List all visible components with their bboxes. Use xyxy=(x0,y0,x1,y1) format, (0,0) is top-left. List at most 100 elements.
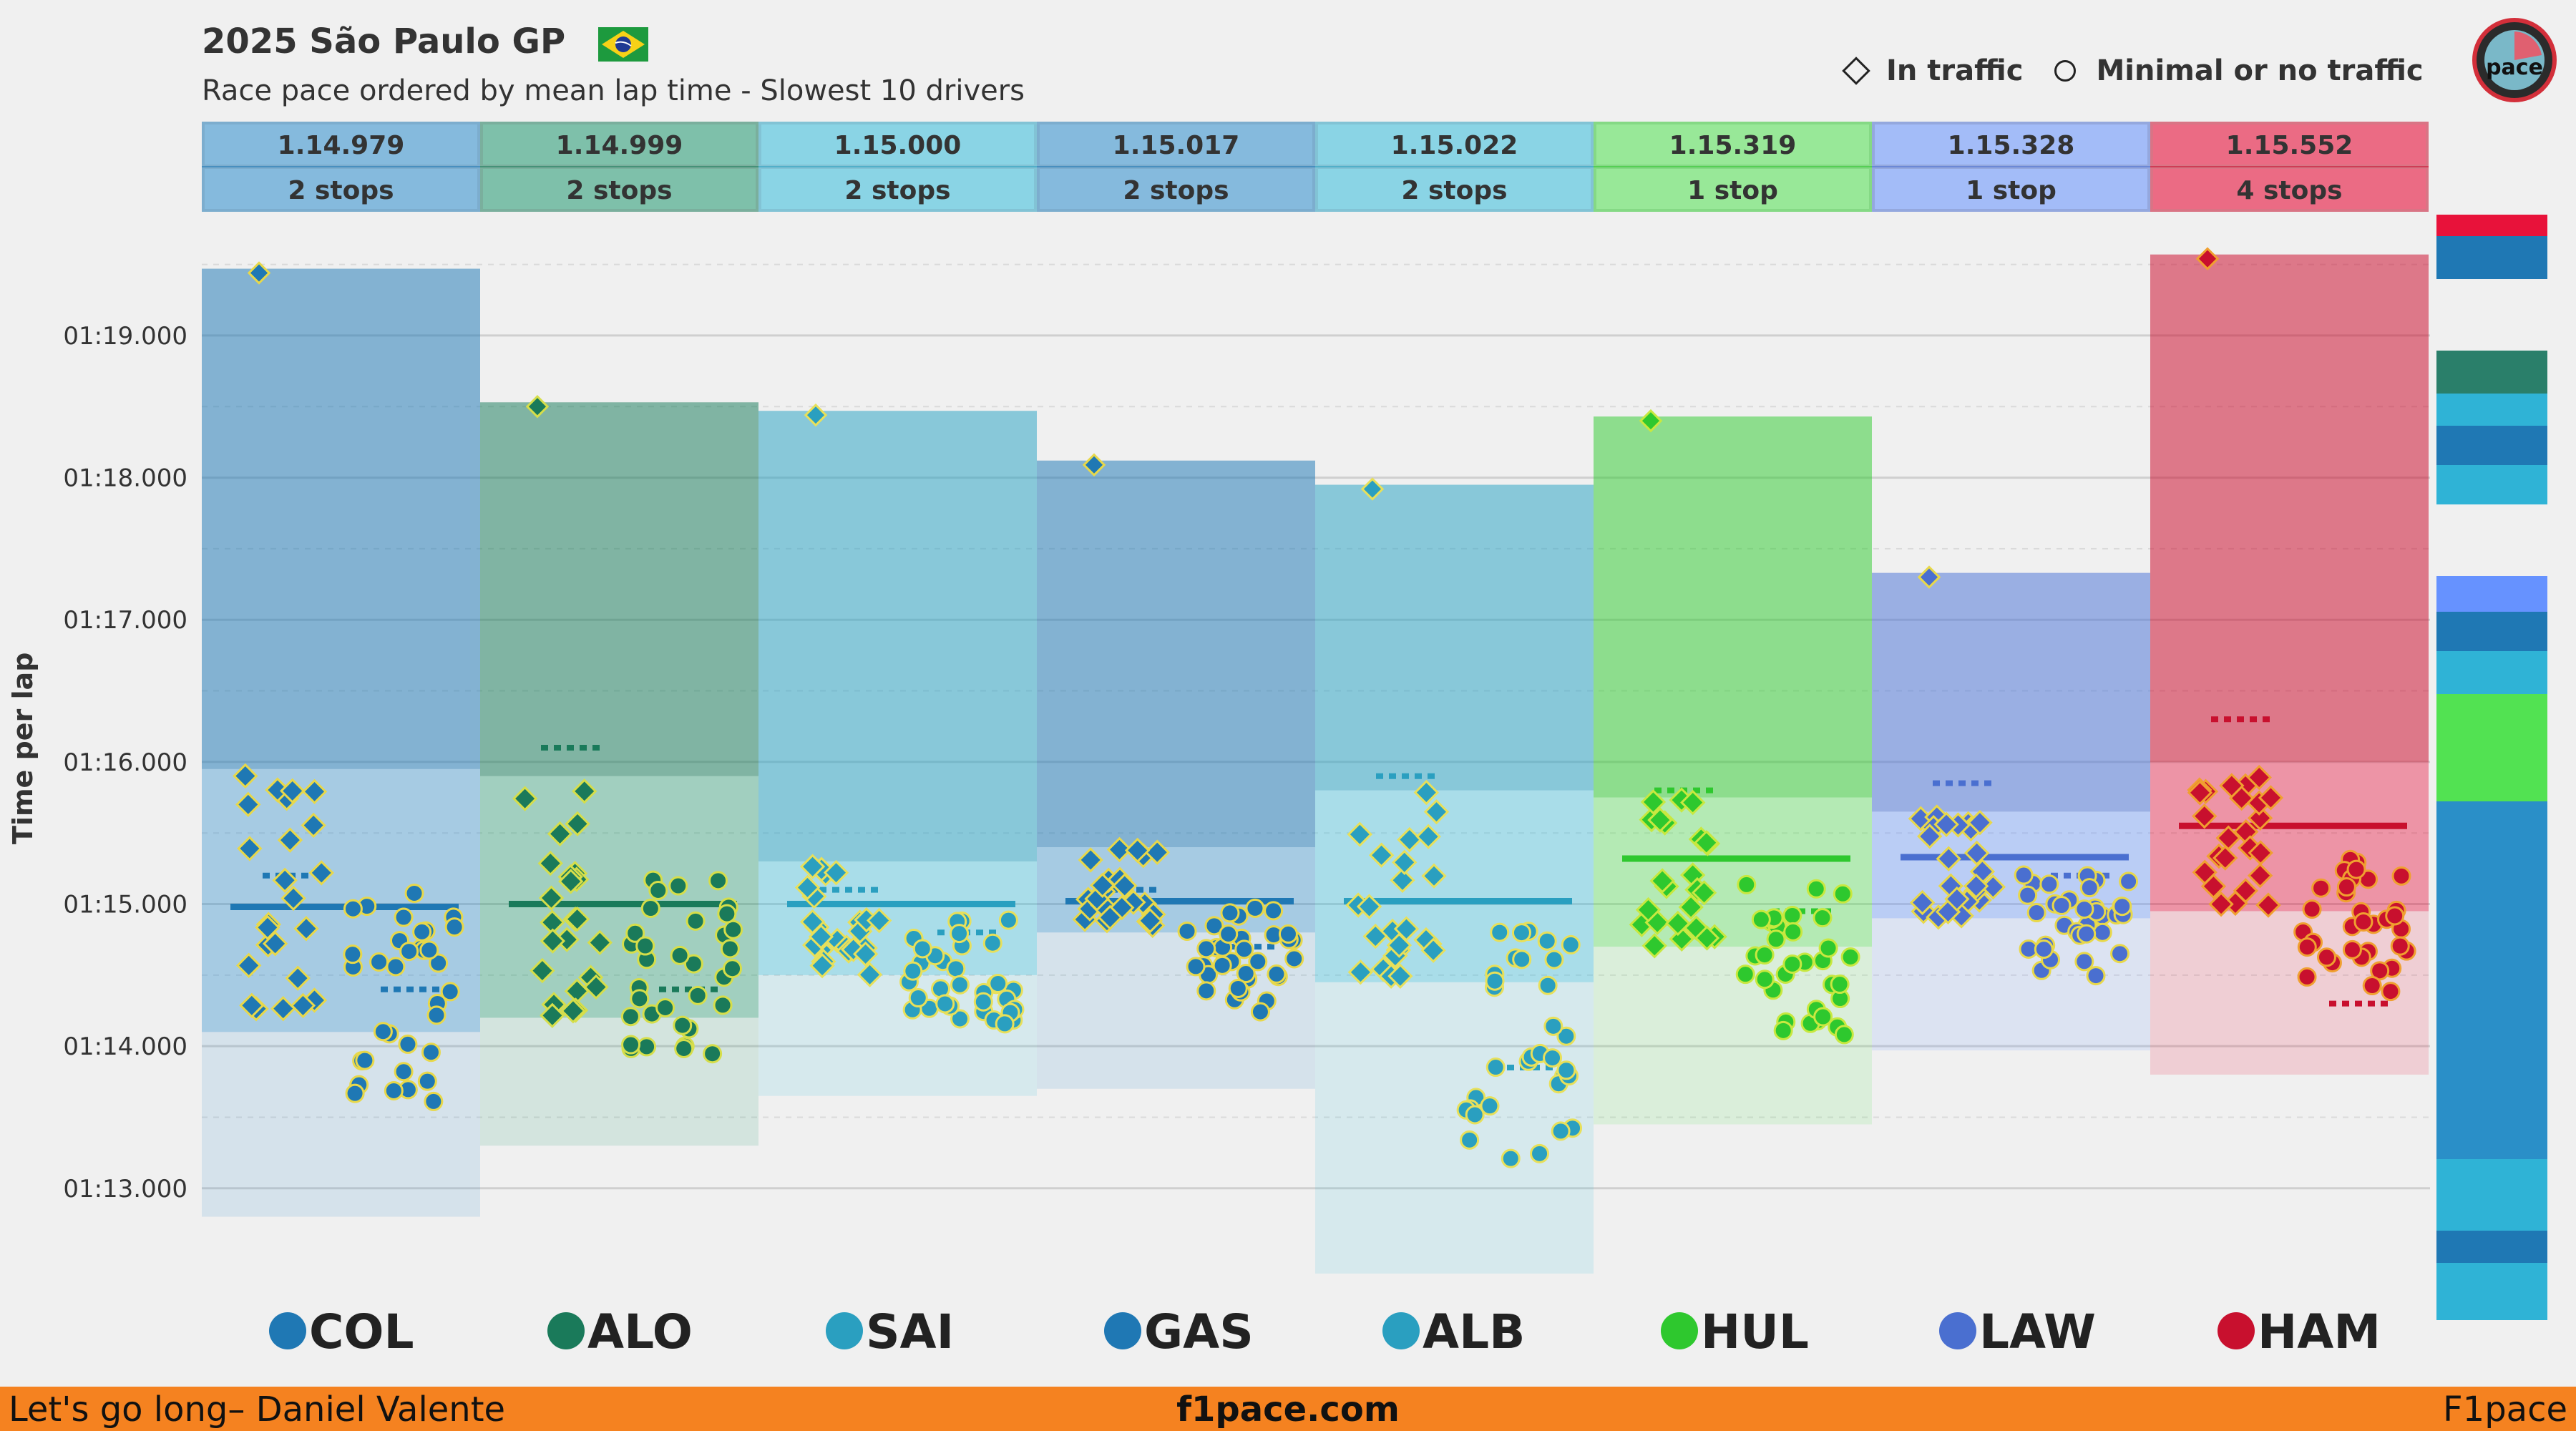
clean-lap-point xyxy=(1245,898,1265,918)
traffic-lap-point xyxy=(2255,892,2281,918)
traffic-lap-point xyxy=(1909,889,1936,916)
upper-box xyxy=(1594,416,1872,798)
stint-segment xyxy=(2436,426,2547,465)
clean-lap-point xyxy=(946,959,966,979)
traffic-lap-point xyxy=(2219,773,2245,798)
traffic-lap-point xyxy=(2233,878,2259,904)
clean-lap-point xyxy=(1248,952,1268,972)
footer-bar: Let's go long– Daniel Valente f1pace.com… xyxy=(0,1387,2576,1431)
traffic-lap-point xyxy=(564,978,590,1004)
traffic-lap-point xyxy=(2192,859,2218,885)
range-box xyxy=(480,402,758,1146)
aston-martin-icon xyxy=(547,1312,585,1349)
alpine-icon xyxy=(269,1312,306,1349)
clean-lap-point xyxy=(1204,916,1224,936)
header-alo: 1.14.999 2 stops xyxy=(480,122,758,212)
header-col: 1.14.979 2 stops xyxy=(202,122,480,212)
traffic-lap-point xyxy=(1368,842,1395,868)
clean-lap-point xyxy=(1782,905,1802,925)
clean-lap-point xyxy=(1284,949,1304,969)
y-tick-label: 01:13.000 xyxy=(63,1175,187,1203)
clean-lap-point xyxy=(343,899,363,919)
clean-lap-point xyxy=(1737,874,1757,894)
traffic-lap-point xyxy=(554,927,580,952)
stops-box xyxy=(480,166,758,212)
clean-lap-point xyxy=(717,904,737,924)
mean-lap-time: 1.15.552 xyxy=(2226,131,2353,160)
stint-segment xyxy=(2436,394,2547,426)
traffic-lap-point xyxy=(293,916,319,942)
clean-lap-point xyxy=(2018,885,2038,905)
clean-lap-point xyxy=(1278,924,1298,944)
clean-lap-point xyxy=(1833,884,1853,904)
traffic-lap-point xyxy=(1649,868,1675,894)
slowest-lap-point xyxy=(1082,453,1106,477)
clean-lap-point xyxy=(1480,1096,1500,1116)
clean-lap-point xyxy=(723,919,743,939)
driver-code: HUL xyxy=(1701,1304,1809,1359)
clean-lap-point xyxy=(1537,931,1557,951)
clean-lap-point xyxy=(2342,939,2362,959)
driver-column-hul: 1.15.319 1 stop HUL xyxy=(1594,122,1872,1359)
driver-column-alo: 1.14.999 2 stops ALO xyxy=(480,122,758,1359)
clean-lap-point xyxy=(1543,1016,1563,1036)
traffic-lap-point xyxy=(1635,897,1662,923)
stops-box xyxy=(202,166,480,212)
header-ham: 1.15.552 4 stops xyxy=(2150,122,2429,212)
stint-segment xyxy=(2436,465,2547,504)
mean-lap-time: 1.15.328 xyxy=(1948,131,2075,160)
clean-lap-point xyxy=(426,1005,447,1025)
mean-box xyxy=(758,122,1037,167)
driver-code: SAI xyxy=(866,1304,954,1359)
clean-lap-point xyxy=(1544,949,1564,970)
traffic-lap-point xyxy=(270,995,296,1022)
stop-count: 4 stops xyxy=(2236,176,2342,205)
stint-segment xyxy=(2436,279,2547,351)
clean-lap-point xyxy=(670,945,690,965)
driver-column-sai: 1.15.000 2 stops SAI xyxy=(758,122,1037,1359)
traffic-lap-point xyxy=(237,836,263,861)
logo-text: pace xyxy=(2486,55,2543,80)
clean-lap-point xyxy=(2353,912,2373,932)
clean-lap-point xyxy=(713,995,733,1015)
driver-code: COL xyxy=(309,1304,414,1359)
traffic-lap-point xyxy=(1106,836,1133,863)
driver-column-col: 1.14.979 2 stops COL xyxy=(202,122,480,1359)
traffic-lap-point xyxy=(1386,932,1413,958)
stint-segment xyxy=(2436,576,2547,612)
clean-lap-point xyxy=(1465,1105,1485,1125)
clean-lap-point xyxy=(1196,981,1216,1001)
traffic-lap-point xyxy=(265,777,291,803)
traffic-lap-point xyxy=(1356,894,1382,919)
legend-no-traffic: Minimal or no traffic xyxy=(2096,54,2424,87)
clean-lap-point xyxy=(1755,970,1775,990)
clean-lap-point xyxy=(998,910,1018,930)
clean-lap-point xyxy=(1538,975,1558,995)
traffic-lap-point xyxy=(2247,805,2273,831)
traffic-lap-point xyxy=(1980,874,2006,900)
clean-lap-point xyxy=(404,883,424,903)
kick-sauber-icon xyxy=(1661,1312,1698,1349)
williams-icon xyxy=(826,1312,863,1349)
clean-lap-point xyxy=(720,939,740,959)
traffic-lap-point xyxy=(565,811,590,837)
traffic-lap-point xyxy=(794,874,821,901)
stop-count: 1 stop xyxy=(1687,176,1778,205)
clean-lap-point xyxy=(2110,944,2130,964)
mean-box xyxy=(1315,122,1594,167)
driver-code: HAM xyxy=(2258,1304,2381,1359)
clean-lap-point xyxy=(2381,982,2401,1002)
traffic-lap-point xyxy=(540,909,565,935)
clean-lap-point xyxy=(950,924,970,944)
stop-count: 2 stops xyxy=(288,176,394,205)
traffic-lap-point xyxy=(1963,873,1989,899)
clean-lap-point xyxy=(412,922,432,942)
traffic-lap-point xyxy=(1090,872,1116,899)
traffic-lap-point xyxy=(2258,785,2284,811)
clean-lap-point xyxy=(2074,952,2094,972)
traffic-lap-point xyxy=(540,1002,565,1028)
clean-lap-point xyxy=(399,942,419,962)
ferrari-icon xyxy=(2218,1312,2255,1349)
clean-lap-point xyxy=(1267,964,1287,984)
